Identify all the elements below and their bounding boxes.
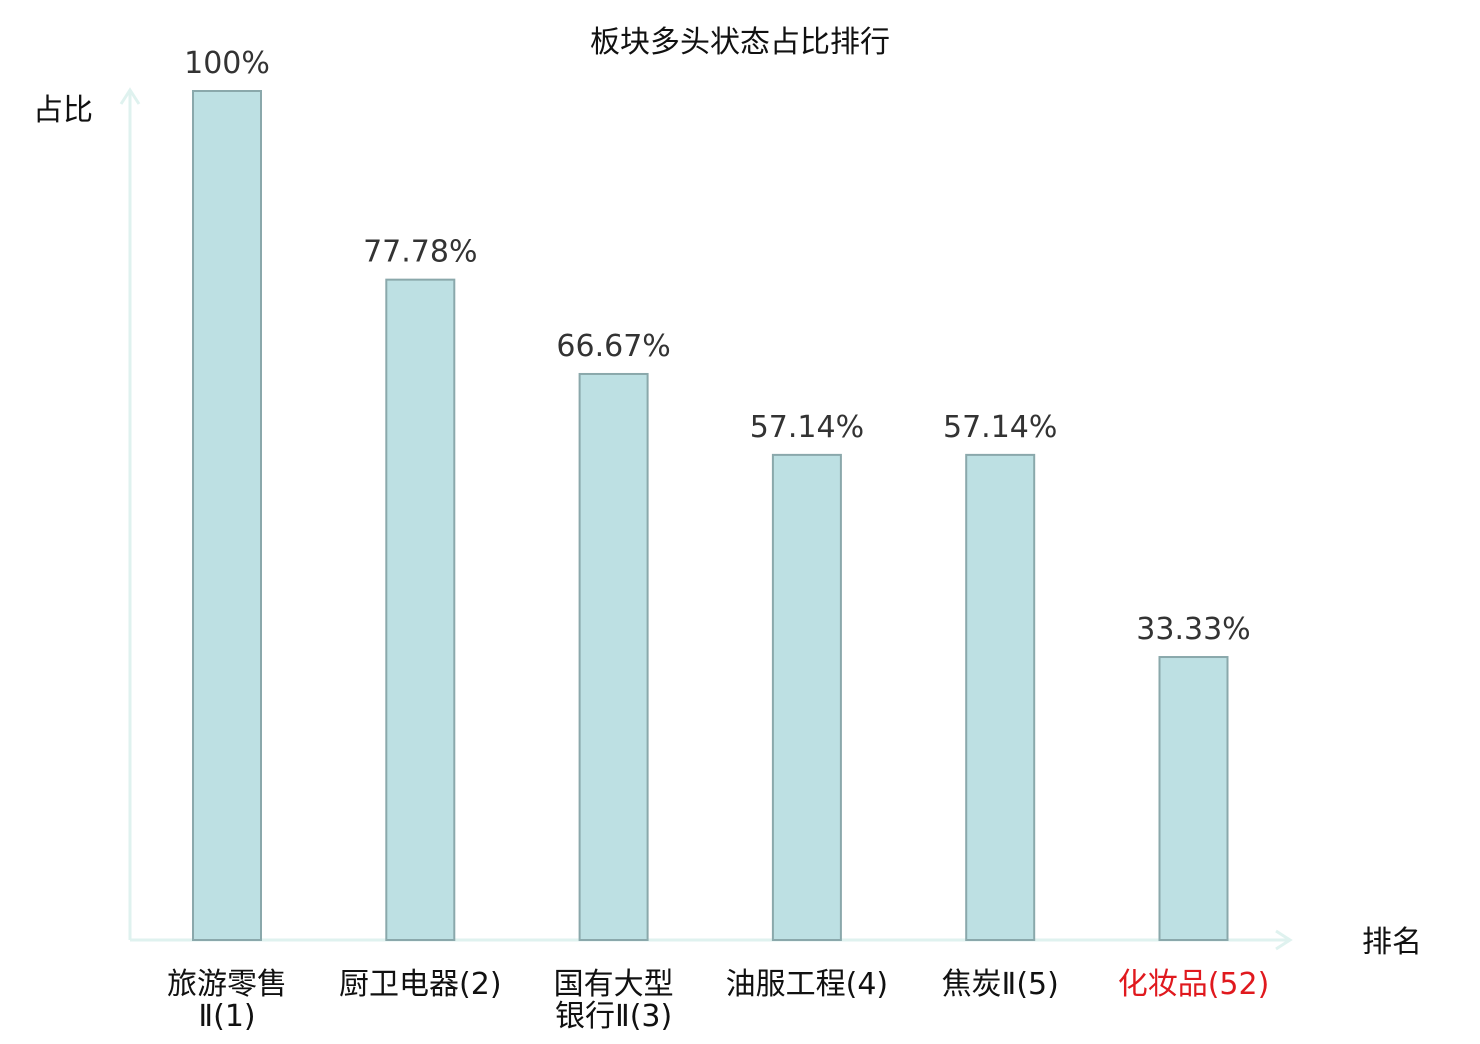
y-axis-arrow	[119, 87, 141, 105]
bar	[578, 372, 649, 942]
value-labels-group: 100% 77.78% 66.67% 57.14% 57.14% 33.33%	[184, 46, 1251, 647]
bar-value-label: 66.67%	[556, 329, 670, 364]
bar-value-label: 57.14%	[750, 410, 864, 445]
bar	[192, 90, 262, 941]
x-tick-label: 银行Ⅱ(3)	[555, 999, 672, 1034]
x-tick-label: 焦炭Ⅱ(5)	[942, 967, 1059, 1002]
bar-value-label: 77.78%	[363, 235, 477, 270]
bar	[1158, 656, 1229, 942]
x-tick-label: Ⅱ(1)	[198, 999, 255, 1034]
bar-value-label: 100%	[184, 46, 270, 81]
bars-group	[192, 90, 1229, 942]
x-tick-label: 厨卫电器(2)	[339, 967, 502, 1002]
axes	[119, 87, 1293, 951]
bar-value-label: 57.14%	[943, 410, 1057, 445]
x-tick-label: 国有大型	[554, 967, 674, 1002]
x-tick-label: 旅游零售	[167, 967, 287, 1002]
x-tick-label: 化妆品(52)	[1118, 967, 1270, 1002]
x-tick-label: 油服工程(4)	[726, 967, 889, 1002]
x-axis-label: 排名	[1362, 925, 1422, 960]
bar	[771, 453, 842, 941]
bar	[965, 453, 1036, 941]
bar-value-label: 33.33%	[1136, 612, 1250, 647]
chart-title: 板块多头状态占比排行	[590, 25, 890, 60]
y-axis-label: 占比	[33, 93, 93, 128]
bar	[385, 278, 456, 941]
x-axis-arrow	[1275, 929, 1293, 951]
